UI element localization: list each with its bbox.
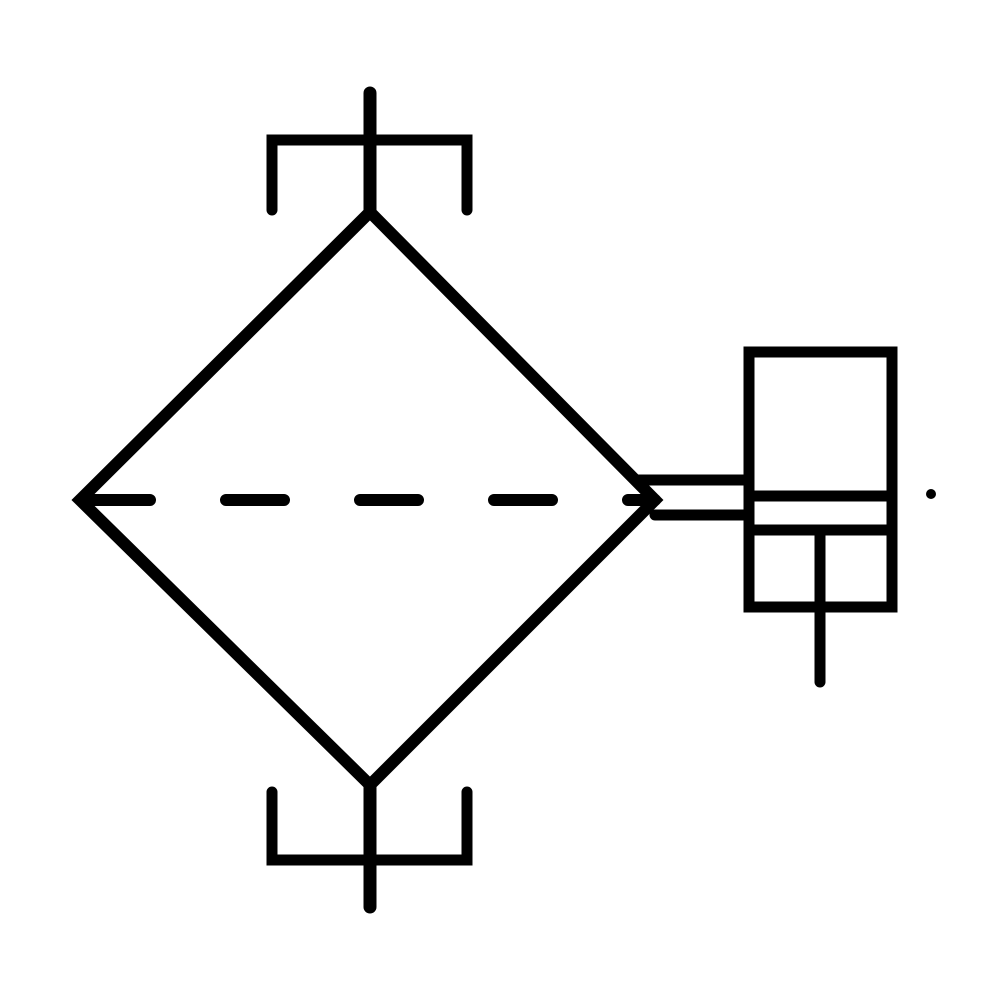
- indicator-dot: [926, 489, 936, 499]
- indicator-connector: [632, 474, 754, 521]
- top-port-bracket: [266, 134, 473, 216]
- top-port: [266, 86, 473, 219]
- clogging-indicator: [743, 346, 898, 688]
- bottom-port-bracket: [266, 786, 473, 866]
- bottom-port: [266, 778, 473, 914]
